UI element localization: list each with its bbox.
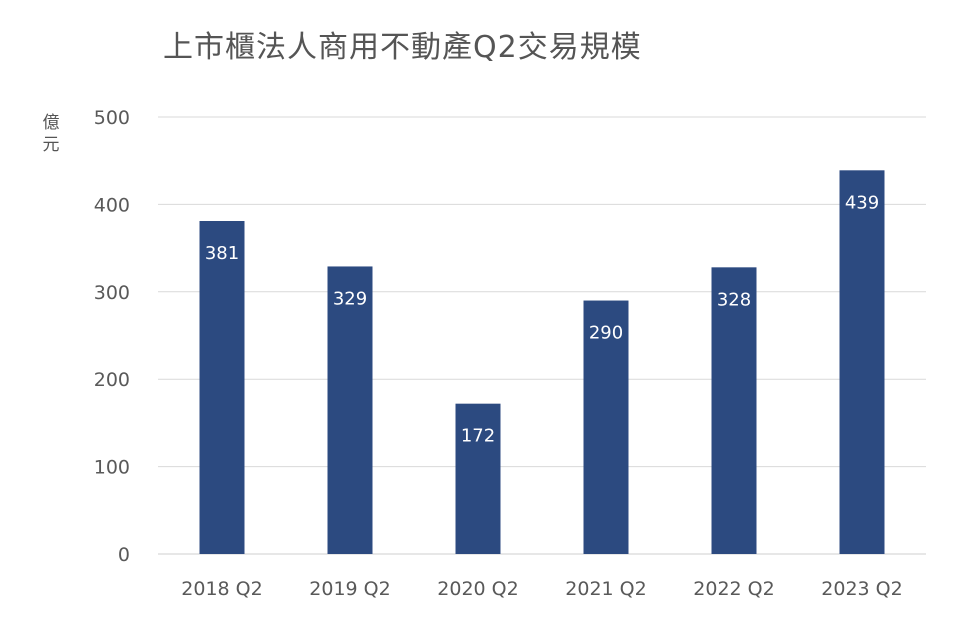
y-tick-label: 300 bbox=[94, 282, 130, 304]
x-tick-label: 2023 Q2 bbox=[821, 578, 902, 600]
bar bbox=[711, 267, 757, 554]
bar-value-label: 329 bbox=[333, 288, 367, 309]
bar-value-label: 381 bbox=[205, 243, 239, 264]
bar bbox=[199, 221, 245, 555]
x-tick-label: 2021 Q2 bbox=[565, 578, 646, 600]
x-tick-label: 2022 Q2 bbox=[693, 578, 774, 600]
bar bbox=[327, 266, 373, 554]
bar-value-label: 290 bbox=[589, 323, 623, 344]
gridlines bbox=[158, 116, 926, 555]
bar bbox=[455, 403, 501, 554]
bars: 381 329 172 290 328 439 bbox=[199, 170, 885, 555]
y-tick-label: 400 bbox=[94, 194, 130, 216]
y-axis-ticks: 0 100 200 300 400 500 bbox=[94, 107, 130, 566]
bar-value-label: 439 bbox=[845, 192, 879, 213]
y-tick-label: 100 bbox=[94, 457, 130, 479]
x-axis-ticks: 2018 Q2 2019 Q2 2020 Q2 2021 Q2 2022 Q2 2023 … bbox=[181, 578, 902, 600]
bar bbox=[839, 170, 885, 554]
chart-title: 上市櫃法人商用不動產Q2交易規模 bbox=[163, 30, 642, 65]
y-tick-label: 500 bbox=[94, 107, 130, 129]
bar-value-label: 172 bbox=[461, 426, 495, 447]
y-tick-label: 0 bbox=[118, 544, 130, 566]
x-tick-label: 2018 Q2 bbox=[181, 578, 262, 600]
x-tick-label: 2020 Q2 bbox=[437, 578, 518, 600]
y-axis-label: 億元 bbox=[42, 113, 60, 155]
x-tick-label: 2019 Q2 bbox=[309, 578, 390, 600]
bar-value-label: 328 bbox=[717, 289, 751, 310]
y-tick-label: 200 bbox=[94, 369, 130, 391]
bar bbox=[583, 300, 629, 554]
